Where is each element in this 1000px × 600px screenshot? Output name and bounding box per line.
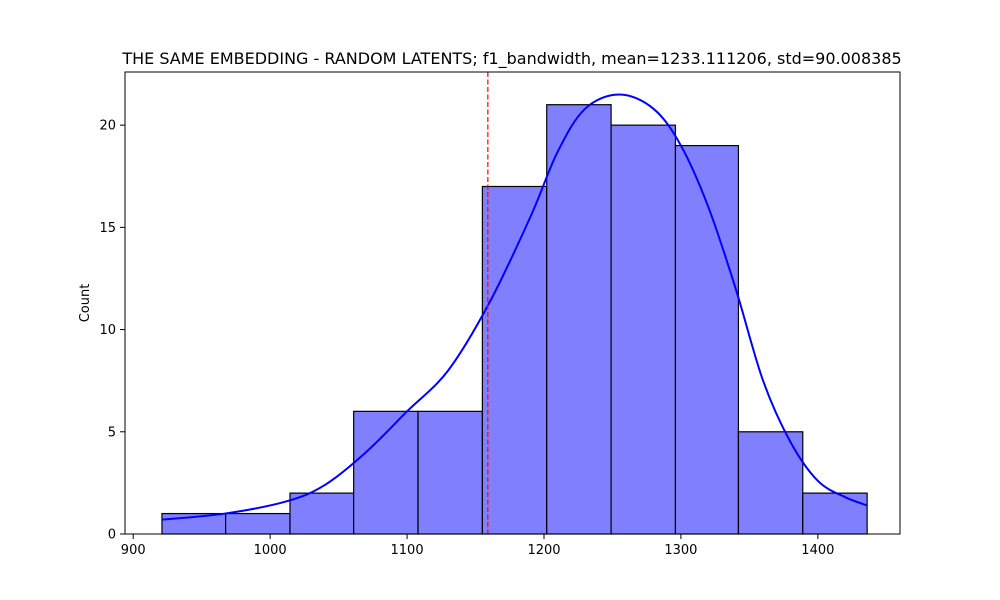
x-tick-label: 1300 xyxy=(664,543,697,558)
x-tick-label: 900 xyxy=(121,543,146,558)
y-tick-label: 5 xyxy=(108,425,116,440)
histogram-bar xyxy=(674,144,740,535)
axes xyxy=(124,71,901,535)
chart-title: THE SAME EMBEDDING - RANDOM LATENTS; f1_… xyxy=(121,49,901,69)
x-tick-label: 1000 xyxy=(254,543,287,558)
histogram-bar xyxy=(737,431,804,535)
y-axis-ticks: 0 5 10 15 20 xyxy=(99,119,125,543)
y-tick-label: 15 xyxy=(99,221,116,236)
kde-curve xyxy=(161,93,868,521)
histogram-bar xyxy=(481,185,548,535)
x-axis-ticks: 900 1000 1100 1200 1300 1400 xyxy=(121,534,834,558)
y-tick-label: 0 xyxy=(108,528,116,543)
histogram-bar xyxy=(417,410,483,535)
y-tick-label: 10 xyxy=(99,323,116,338)
histogram-bar xyxy=(802,492,868,535)
histogram-bars xyxy=(161,104,868,535)
x-tick-label: 1100 xyxy=(391,543,424,558)
kde-curve-group xyxy=(161,93,868,521)
histogram-bar xyxy=(610,124,677,535)
histogram-bar xyxy=(289,492,355,535)
histogram-bar xyxy=(546,104,612,535)
x-tick-label: 1200 xyxy=(527,543,560,558)
y-axis-label: Count xyxy=(78,284,93,323)
x-tick-label: 1400 xyxy=(801,543,834,558)
y-tick-label: 20 xyxy=(99,119,116,134)
histogram-bar xyxy=(353,410,419,535)
plot-frame xyxy=(124,71,901,535)
histogram-bar xyxy=(225,512,291,535)
